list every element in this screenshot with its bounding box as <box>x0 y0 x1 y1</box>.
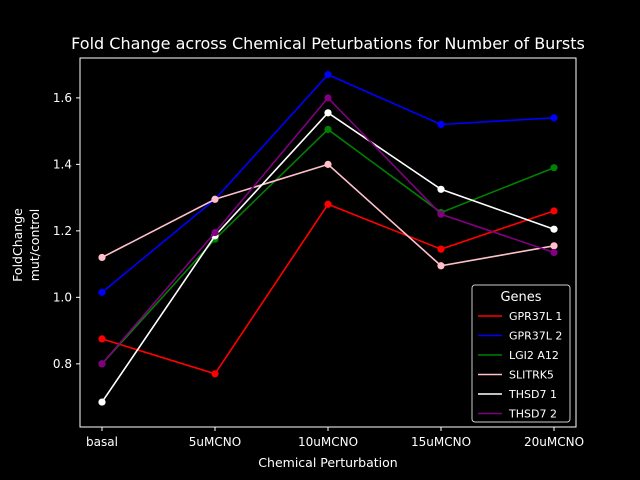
data-point <box>437 262 445 270</box>
x-tick-label: 20uMCNO <box>524 435 584 449</box>
data-point <box>437 120 445 129</box>
x-axis-label: Chemical Perturbation <box>258 455 397 470</box>
legend-label: GPR37L 2 <box>509 330 562 343</box>
series-slitrk5 <box>98 160 558 270</box>
data-point <box>324 109 332 117</box>
series-group <box>98 71 558 406</box>
x-tick-label: 5uMCNO <box>189 435 241 449</box>
data-point <box>550 225 558 233</box>
data-point <box>550 164 558 172</box>
legend-label: SLITRK5 <box>509 369 554 382</box>
y-axis-label-line-2: mut/control <box>27 209 42 282</box>
legend-box <box>471 284 571 423</box>
y-tick-label: 0.8 <box>53 357 72 371</box>
y-axis: 0.8 1.0 1.2 1.4 1.6 <box>53 91 80 371</box>
data-point <box>98 288 106 296</box>
series-thsd7-2 <box>98 94 558 368</box>
data-point <box>324 94 332 102</box>
legend-label: LGI2 A12 <box>509 349 559 362</box>
series-gpr37l-1 <box>98 200 558 378</box>
data-point <box>324 160 332 168</box>
data-point <box>550 114 558 122</box>
data-point <box>211 195 219 203</box>
x-tick-label: 15uMCNO <box>411 435 471 449</box>
data-point <box>211 370 219 378</box>
data-point <box>98 398 106 406</box>
legend-title: Genes <box>500 290 541 305</box>
legend-label: THSD7 1 <box>508 388 557 401</box>
data-point <box>437 210 445 218</box>
data-point <box>550 207 558 215</box>
x-axis: basal 5uMCNO 10uMCNO 15uMCNO 20uMCNO <box>86 427 584 449</box>
data-point <box>437 185 445 193</box>
data-point <box>437 245 445 253</box>
series-thsd7-1 <box>98 109 558 406</box>
y-tick-label: 1.2 <box>53 224 72 238</box>
series-gpr37l-2 <box>98 71 558 296</box>
y-tick-label: 1.6 <box>53 91 72 105</box>
data-point <box>324 125 332 134</box>
data-point <box>550 242 558 250</box>
x-tick-label: 10uMCNO <box>298 435 358 449</box>
chart-title: Fold Change across Chemical Peturbations… <box>71 34 585 53</box>
x-tick-label: basal <box>86 435 118 449</box>
data-point <box>98 253 106 262</box>
data-point <box>98 335 106 343</box>
data-point <box>550 248 558 257</box>
legend-label: THSD7 2 <box>508 408 557 421</box>
y-axis-label-line-1: FoldChange <box>10 208 25 282</box>
data-point <box>98 360 106 368</box>
data-point <box>324 71 332 79</box>
legend-label: GPR37L 1 <box>509 310 562 323</box>
y-tick-label: 1.0 <box>53 290 72 304</box>
y-tick-label: 1.4 <box>53 157 72 171</box>
data-point <box>211 228 219 237</box>
legend: Genes GPR37L 1 GPR37L 2 LGI2 A12 SLITRK5 THS… <box>471 284 571 423</box>
data-point <box>324 200 332 208</box>
y-axis-label: FoldChange mut/control <box>10 208 42 282</box>
